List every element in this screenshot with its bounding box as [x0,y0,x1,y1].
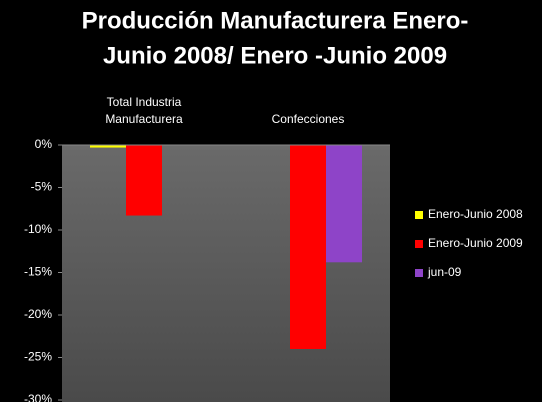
bar [90,145,126,148]
chart-title: Junio 2008/ Enero -Junio 2009 [103,42,447,69]
y-tick-label: -20% [24,307,52,321]
legend-swatch [415,269,423,277]
category-label: Total Industria Manufacturera [105,95,183,126]
y-tick-label: -5% [31,180,53,194]
legend-label: jun-09 [427,265,462,279]
y-tick-label: 0% [35,137,53,151]
bar [326,145,362,263]
y-tick-label: -10% [24,222,52,236]
legend-swatch [415,211,423,219]
y-tick-label: -30% [24,392,52,402]
legend-swatch [415,240,423,248]
y-tick-label: -15% [24,265,52,279]
chart-title: Producción Manufacturera Enero- [82,7,469,34]
y-tick-label: -25% [24,350,52,364]
bar [126,145,162,216]
legend-label: Enero-Junio 2008 [428,207,523,221]
legend-label: Enero-Junio 2009 [428,236,523,250]
bar [290,145,326,349]
category-label: Confecciones [271,112,345,126]
